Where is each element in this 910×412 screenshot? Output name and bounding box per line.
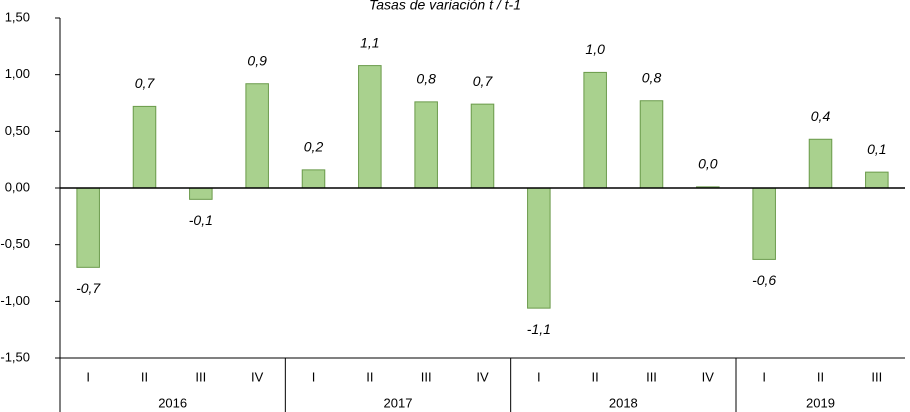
x-tick-label: I: [762, 369, 766, 384]
year-label: 2017: [384, 395, 413, 410]
x-tick-label: III: [646, 369, 657, 384]
bar: [302, 170, 325, 188]
x-tick-label: II: [817, 369, 824, 384]
y-tick-label: 1,00: [5, 66, 30, 81]
bar: [809, 139, 832, 188]
y-tick-label: -1,00: [0, 293, 30, 308]
bar: [584, 72, 607, 188]
value-label: 0,0: [698, 156, 718, 172]
y-tick-label: 0,50: [5, 123, 30, 138]
bar: [753, 188, 776, 259]
value-label: 0,9: [247, 52, 267, 68]
x-tick-label: III: [421, 369, 432, 384]
value-label: 0,4: [811, 108, 831, 124]
bar: [359, 66, 382, 188]
year-label: 2016: [158, 395, 187, 410]
chart-title: Tasas de variación t / t-1: [369, 0, 521, 13]
bar: [246, 84, 269, 188]
value-label: -0,1: [189, 212, 213, 228]
bar: [133, 106, 156, 188]
bar: [190, 188, 213, 199]
bar: [471, 104, 494, 188]
value-label: 0,8: [642, 69, 662, 85]
x-tick-label: I: [312, 369, 316, 384]
y-tick-label: 1,50: [5, 9, 30, 24]
x-tick-label: III: [871, 369, 882, 384]
x-tick-label: IV: [702, 369, 715, 384]
value-label: 0,2: [304, 139, 324, 155]
value-label: -0,7: [76, 280, 101, 296]
bar: [528, 188, 551, 308]
bar: [866, 172, 889, 188]
y-tick-label: -0,50: [0, 236, 30, 251]
value-label: 0,7: [473, 73, 494, 89]
value-label: 0,7: [135, 75, 156, 91]
value-label: 0,1: [867, 141, 886, 157]
x-tick-label: IV: [251, 369, 264, 384]
y-tick-label: 0,00: [5, 179, 30, 194]
x-tick-label: IV: [476, 369, 489, 384]
year-label: 2019: [806, 395, 835, 410]
year-label: 2018: [609, 395, 638, 410]
x-tick-label: III: [195, 369, 206, 384]
value-label: 1,0: [585, 41, 605, 57]
bar: [640, 101, 663, 188]
bar: [77, 188, 100, 267]
x-tick-label: I: [537, 369, 541, 384]
chart: Tasas de variación t / t-1 -1,50 -1,00 -0,…: [0, 0, 910, 412]
value-label: -1,1: [527, 321, 551, 337]
value-label: -0,6: [752, 272, 776, 288]
x-tick-label: II: [141, 369, 148, 384]
x-tick-label: I: [86, 369, 90, 384]
value-label: 0,8: [416, 71, 436, 87]
x-tick-label: II: [366, 369, 373, 384]
y-tick-label: -1,50: [0, 349, 30, 364]
value-label: 1,1: [360, 34, 379, 50]
x-tick-label: II: [592, 369, 599, 384]
bar: [415, 102, 438, 188]
